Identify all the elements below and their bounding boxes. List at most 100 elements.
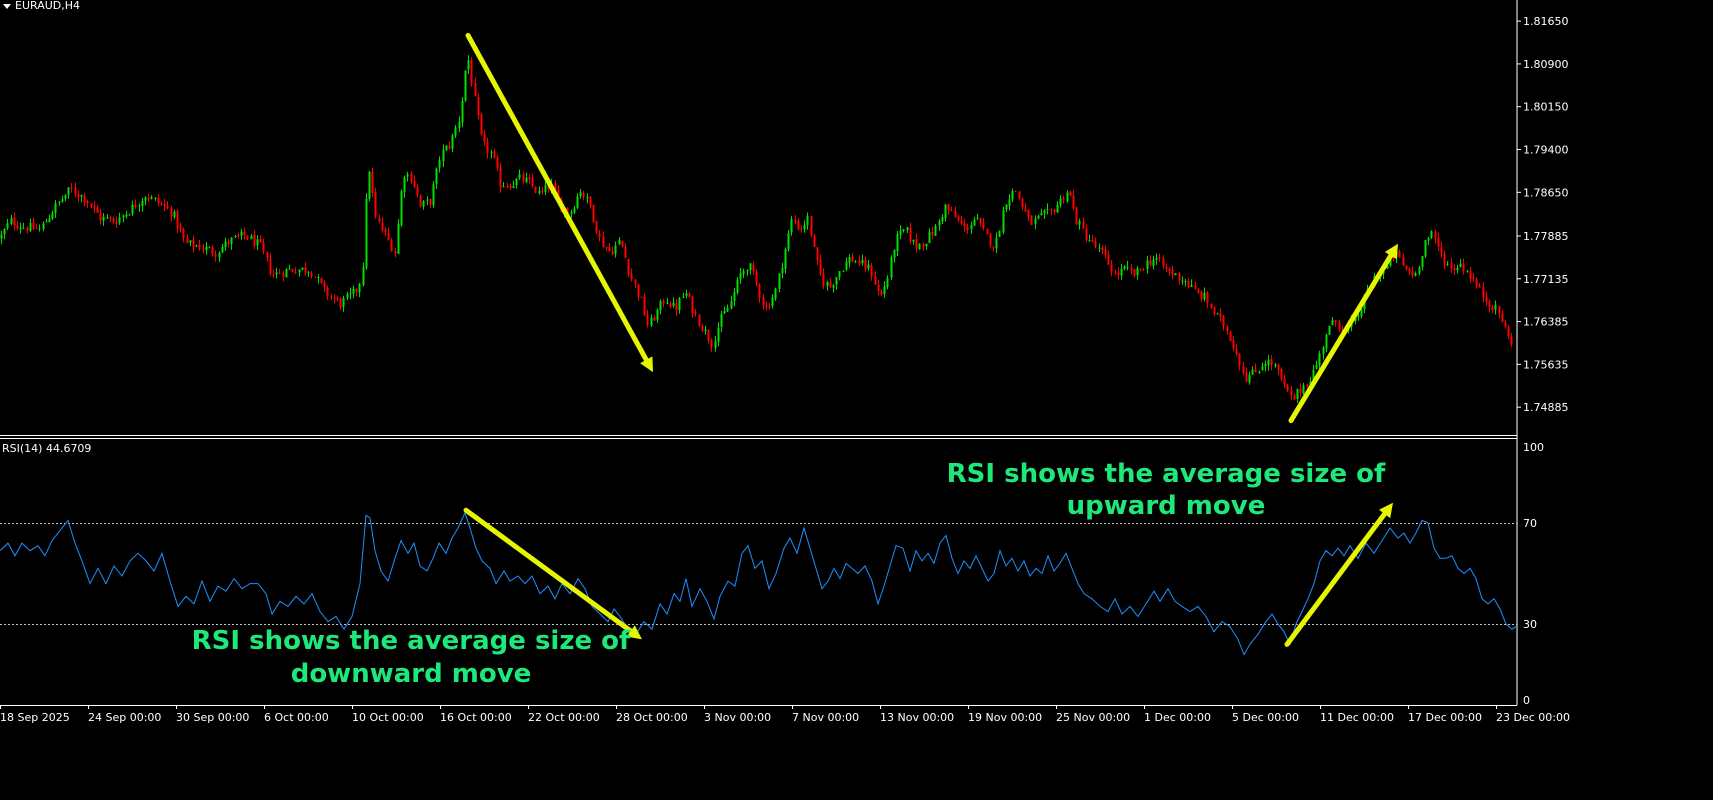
- rsi-line: [0, 511, 1517, 656]
- annotation-upward-line2: upward move: [1067, 491, 1266, 521]
- candle-body: [269, 258, 272, 274]
- dropdown-triangle-icon[interactable]: [3, 4, 11, 9]
- candle-body: [547, 185, 550, 189]
- candle-body: [851, 256, 854, 262]
- candle-body: [426, 199, 429, 201]
- candle-body: [371, 171, 374, 193]
- candle-body: [989, 233, 992, 246]
- candle-body: [880, 291, 883, 295]
- candle-body: [717, 327, 720, 342]
- candle-body: [1171, 270, 1174, 275]
- candle-body: [96, 206, 99, 214]
- candle-body: [1338, 321, 1341, 330]
- candle-body: [77, 194, 80, 198]
- time-tick-label: 19 Nov 00:00: [968, 711, 1042, 724]
- candle-body: [1030, 215, 1033, 225]
- candle-body: [624, 247, 627, 259]
- candle-body: [890, 257, 893, 278]
- candle-body: [128, 214, 131, 216]
- candle-body: [470, 59, 473, 85]
- candle-body: [787, 233, 790, 250]
- candle-body: [358, 283, 361, 293]
- candle-body: [342, 297, 345, 308]
- candle-body: [662, 301, 665, 304]
- candle-body: [675, 303, 678, 311]
- candle-body: [330, 296, 333, 298]
- candle-body: [301, 267, 304, 270]
- price-tick-label: 1.79400: [1523, 144, 1569, 157]
- candle-body: [1232, 340, 1235, 349]
- candle-body: [803, 225, 806, 230]
- candle-body: [1082, 221, 1085, 229]
- candle-body: [771, 297, 774, 307]
- candle-body: [1050, 209, 1053, 211]
- candle-body: [992, 246, 995, 248]
- candle-body: [438, 160, 441, 168]
- time-tick-label: 30 Sep 00:00: [176, 711, 249, 724]
- candle-body: [758, 284, 761, 298]
- price-tick-label: 1.74885: [1523, 401, 1569, 414]
- candle-body: [938, 220, 941, 226]
- candle-body: [1482, 287, 1485, 298]
- candle-body: [1488, 301, 1491, 308]
- trend-arrow-down-shaft: [463, 507, 634, 634]
- candle-body: [826, 281, 829, 286]
- candle-body: [906, 227, 909, 231]
- candle-body: [58, 201, 61, 203]
- candle-body: [819, 259, 822, 274]
- time-tick-label: 18 Sep 2025: [0, 711, 70, 724]
- candle-body: [368, 171, 371, 199]
- candle-body: [883, 286, 886, 295]
- candle-body: [208, 247, 211, 249]
- candle-body: [755, 271, 758, 284]
- candle-body: [451, 135, 454, 149]
- candle-body: [688, 293, 691, 297]
- candle-body: [35, 228, 38, 230]
- candle-body: [1504, 322, 1507, 328]
- candle-body: [726, 308, 729, 312]
- annotation-upward-line1: RSI shows the average size of: [947, 459, 1386, 489]
- candle-body: [422, 201, 425, 207]
- annotation-downward-line2: downward move: [291, 659, 532, 689]
- candle-body: [640, 296, 643, 298]
- time-tick-label: 16 Oct 00:00: [440, 711, 512, 724]
- candle-body: [397, 223, 400, 255]
- candle-body: [378, 217, 381, 222]
- candle-body: [1254, 368, 1257, 373]
- time-tick-label: 5 Dec 00:00: [1232, 711, 1299, 724]
- candle-body: [32, 222, 35, 229]
- annotation-upward: RSI shows the average size of upward mov…: [947, 459, 1386, 521]
- candle-body: [1165, 266, 1168, 269]
- candle-body: [659, 301, 662, 311]
- candle-body: [131, 204, 134, 214]
- candle-body: [442, 149, 445, 162]
- candle-body: [205, 246, 208, 251]
- candle-body: [1098, 247, 1101, 249]
- candle-body: [419, 195, 422, 206]
- candle-body: [1405, 265, 1408, 270]
- candle-body: [842, 270, 845, 272]
- candle-body: [710, 339, 713, 347]
- candle-body: [1296, 388, 1299, 399]
- candle-body: [1155, 258, 1158, 260]
- candle-body: [790, 219, 793, 233]
- price-tick-label: 1.78650: [1523, 186, 1569, 199]
- candle-body: [1091, 239, 1094, 241]
- time-x-axis: 18 Sep 2025 24 Sep 00:00 30 Sep 00:00 6 Oct…: [0, 705, 1570, 724]
- candle-body: [1046, 208, 1049, 211]
- candle-body: [461, 100, 464, 123]
- candle-body: [685, 293, 688, 297]
- candle-body: [886, 278, 889, 287]
- candle-body: [1149, 260, 1152, 265]
- candle-body: [474, 83, 477, 97]
- candle-body: [99, 213, 102, 221]
- trend-arrow-down-head: [640, 356, 653, 373]
- candle-body: [1322, 347, 1325, 355]
- candle-body: [1114, 272, 1117, 274]
- candle-body: [243, 231, 246, 236]
- candle-body: [445, 145, 448, 151]
- candle-body: [1437, 237, 1440, 247]
- price-tick-label: 1.81650: [1523, 15, 1569, 28]
- candle-body: [586, 196, 589, 198]
- candle-body: [173, 211, 176, 218]
